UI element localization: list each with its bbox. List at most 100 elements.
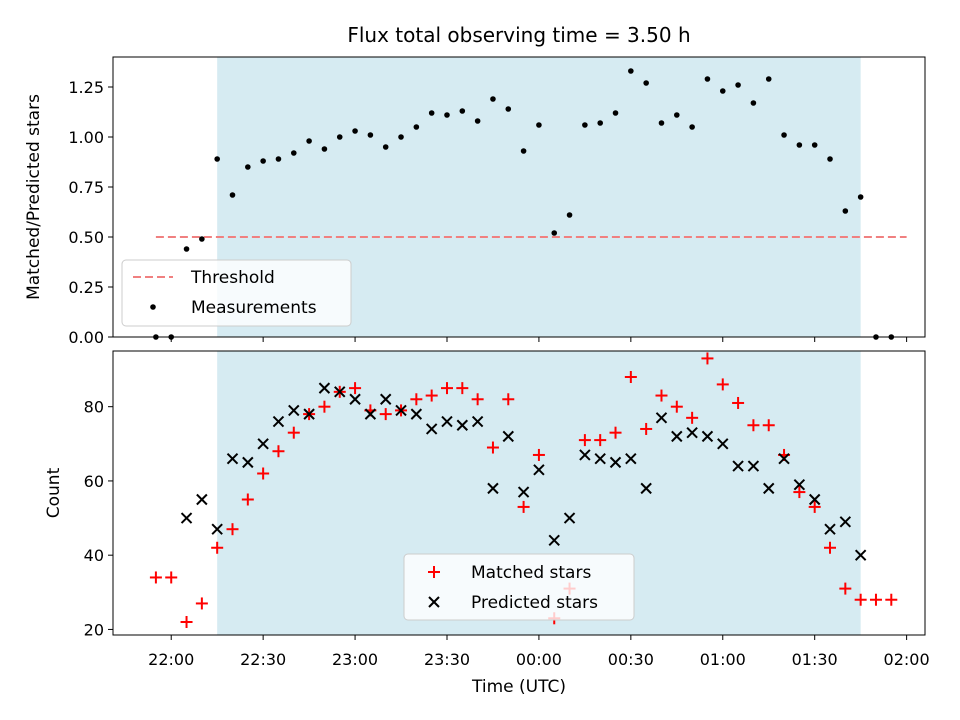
- predicted-star-point: [180, 512, 193, 524]
- legend-predicted-label: Predicted stars: [471, 593, 598, 613]
- bottom-x-ticks: 22:00 22:30 23:00 23:30 00:00 00:30 01:00 01:30…: [148, 635, 930, 669]
- measurement-point: [597, 120, 603, 126]
- x-tick-label: 00:00: [516, 650, 562, 669]
- predicted-star-point: [502, 430, 514, 443]
- top-y-tick-label: 0.00: [68, 328, 104, 347]
- measurement-point: [474, 118, 481, 124]
- predicted-star-point: [471, 415, 484, 428]
- measurement-point: [490, 96, 496, 102]
- matched-star-point: [824, 541, 837, 554]
- predicted-star-point: [303, 408, 315, 420]
- matched-star-point: [701, 352, 714, 365]
- matched-star-point: [839, 582, 852, 595]
- bottom-y-tick-label: 20: [84, 620, 104, 639]
- measurement-point: [306, 138, 312, 144]
- measurement-point: [658, 120, 665, 126]
- predicted-star-point: [395, 404, 407, 417]
- matched-star-point: [747, 419, 760, 432]
- matched-star-point: [624, 370, 637, 383]
- x-tick-label: 02:00: [884, 650, 930, 669]
- predicted-star-point: [242, 456, 254, 469]
- legend-threshold-label: Threshold: [190, 268, 275, 288]
- top-y-tick-label: 0.75: [68, 178, 104, 197]
- predicted-star-point: [747, 460, 760, 472]
- measurement-point: [505, 106, 512, 112]
- matched-star-point: [854, 593, 867, 606]
- matched-star-point: [410, 393, 423, 406]
- matched-star-point: [640, 422, 653, 435]
- predicted-star-point: [349, 393, 361, 405]
- measurement-point: [413, 124, 420, 130]
- matched-star-point: [869, 593, 882, 606]
- measurement-point: [290, 150, 297, 156]
- matched-star-point: [272, 445, 285, 458]
- measurement-point: [781, 132, 787, 138]
- measurement-point: [214, 156, 220, 162]
- top-y-axis-label: Matched/Predicted stars: [24, 94, 44, 300]
- matched-star-point: [149, 571, 162, 584]
- measurement-point: [628, 68, 634, 74]
- measurement-point: [229, 192, 236, 198]
- measurement-point: [674, 112, 680, 118]
- top-legend-box: [121, 259, 352, 327]
- bottom-y-tick-label: 40: [84, 546, 104, 565]
- matched-star-point: [287, 426, 300, 439]
- measurement-point: [321, 146, 328, 152]
- matched-star-point: [471, 393, 484, 406]
- bottom-y-axis-label: Count: [44, 467, 64, 518]
- x-tick-label: 23:00: [332, 650, 378, 669]
- predicted-star-point: [334, 386, 346, 398]
- top-y-tick-label: 1.25: [68, 78, 104, 97]
- top-axes-frame: [112, 56, 926, 338]
- legend-measurements-swatch: [150, 304, 156, 310]
- matched-star-point: [486, 441, 499, 454]
- predicted-star-point: [839, 516, 852, 528]
- matched-star-point: [241, 493, 254, 506]
- matched-star-point: [762, 419, 775, 432]
- top-panel: 0.00 0.25 0.50 0.75 1.00 1.25 Matched/Predict…: [24, 56, 926, 347]
- matched-star-point: [885, 593, 898, 606]
- matched-star-point: [609, 426, 622, 439]
- x-tick-label: 22:00: [148, 650, 194, 669]
- predicted-star-point: [257, 438, 269, 450]
- matched-star-point: [456, 382, 469, 395]
- measurement-point: [199, 236, 205, 242]
- measurement-point: [842, 208, 849, 214]
- predicted-star-point: [364, 408, 377, 420]
- predicted-star-point: [808, 493, 821, 506]
- predicted-star-point: [410, 408, 423, 420]
- predicted-star-point: [211, 523, 223, 535]
- measurement-point: [796, 142, 803, 148]
- predicted-star-point: [380, 393, 392, 405]
- measurement-point: [428, 110, 435, 116]
- predicted-star-point: [318, 382, 331, 394]
- matched-star-point: [686, 411, 699, 424]
- matched-star-point: [180, 616, 193, 629]
- legend-matched-label: Matched stars: [471, 563, 591, 583]
- measurement-point: [245, 164, 251, 170]
- matched-star-point: [670, 400, 683, 413]
- measurement-point: [183, 246, 190, 252]
- predicted-star-point: [548, 534, 560, 547]
- measurement-point: [520, 148, 527, 154]
- measurement-point: [275, 156, 282, 162]
- bottom-legend: Matched stars Predicted stars: [403, 553, 635, 621]
- measurement-point: [750, 100, 757, 106]
- x-axis-label: Time (UTC): [471, 677, 566, 697]
- matched-star-point: [532, 448, 545, 461]
- predicted-star-point: [763, 482, 775, 495]
- predicted-star-point: [533, 464, 545, 476]
- predicted-star-point: [288, 404, 300, 417]
- measurement-point: [735, 82, 741, 88]
- legend-measurements-label: Measurements: [191, 298, 317, 318]
- matched-star-point: [732, 396, 745, 409]
- predicted-star-point: [640, 482, 652, 495]
- measurement-point: [536, 122, 542, 128]
- matched-star-point: [226, 523, 239, 536]
- measurement-point: [382, 144, 389, 150]
- legend-predicted-swatch: [428, 596, 440, 608]
- predicted-star-point: [671, 430, 683, 443]
- predicted-star-point: [196, 493, 208, 506]
- predicted-star-point: [854, 549, 867, 561]
